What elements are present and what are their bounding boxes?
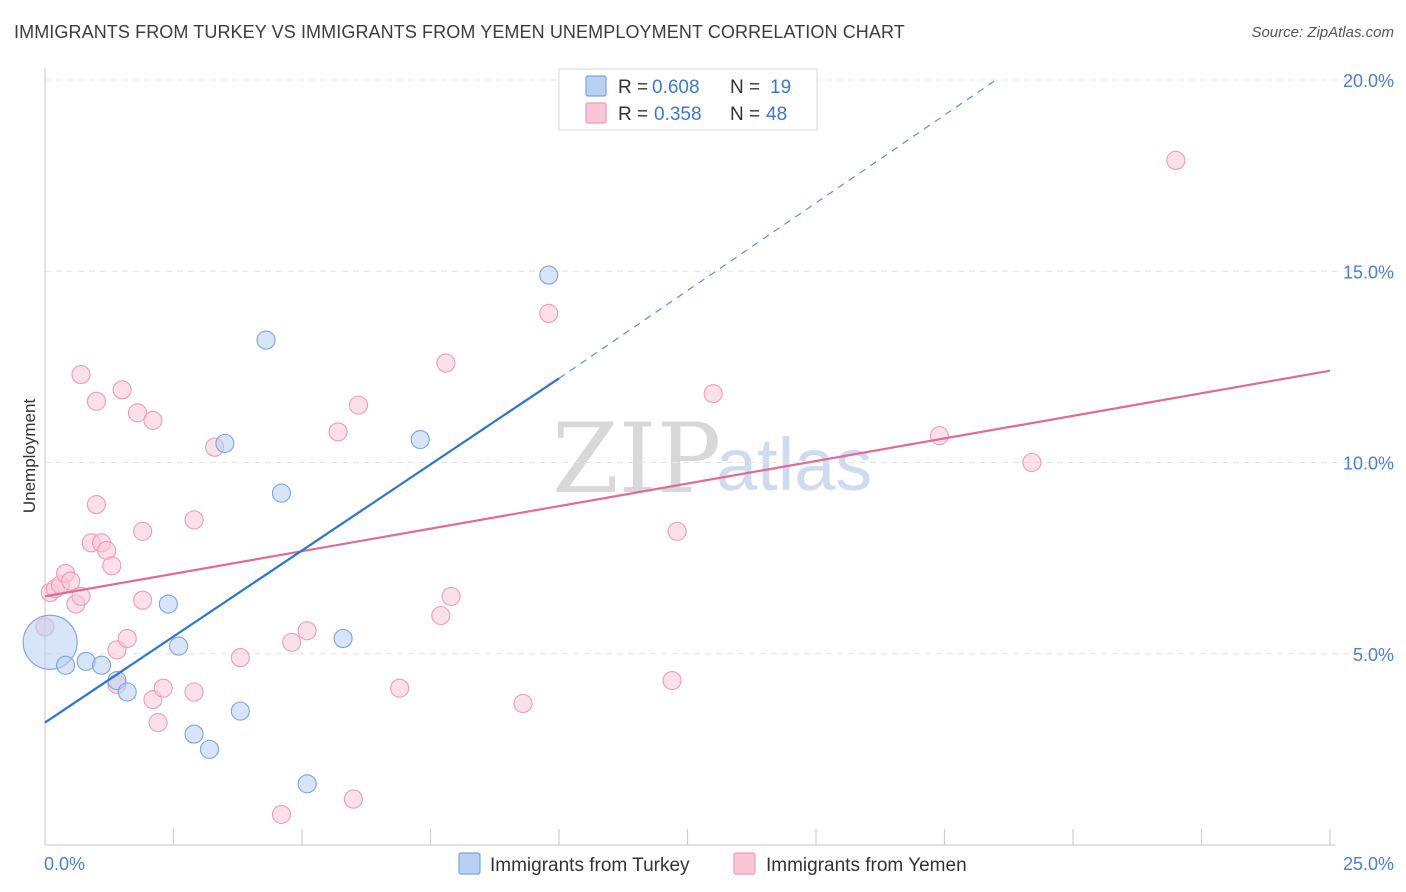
yemen-trend-line (44, 369, 1331, 598)
yemen-point-33 (328, 422, 348, 442)
yemen-point-38 (436, 353, 456, 373)
yemen-point-45 (929, 426, 949, 446)
turkey-point-17 (539, 265, 559, 285)
x-tick-label-max: 25.0% (1343, 854, 1394, 874)
legend-turkey-r-value: 0.608 (652, 77, 700, 98)
bottom-legend-yemen-label: Immigrants from Yemen (766, 855, 967, 876)
legend-turkey-n-label: N = (730, 77, 760, 98)
legend-turkey-r-label: R = (618, 77, 648, 98)
y-tick-label-10: 10.0% (1343, 454, 1394, 474)
yemen-point-41 (539, 303, 559, 323)
legend-yemen-r-label: R = (618, 104, 648, 125)
turkey-point-11 (230, 701, 250, 721)
turkey-point-9 (199, 739, 220, 759)
turkey-point-13 (271, 483, 291, 503)
turkey-trend-extension (558, 79, 997, 379)
yemen-point-24 (148, 713, 168, 733)
y-tick-label-15: 15.0% (1343, 262, 1394, 282)
yemen-point-31 (282, 632, 302, 652)
yemen-point-32 (297, 621, 317, 641)
legend-yemen-swatch (585, 102, 607, 124)
yemen-point-19 (127, 403, 148, 423)
turkey-point-15 (333, 628, 353, 649)
legend-turkey-n-value: 19 (770, 77, 791, 98)
yemen-point-20 (133, 590, 153, 610)
yemen-point-30 (271, 804, 291, 824)
yemen-point-14 (102, 556, 122, 576)
yemen-point-47 (1166, 150, 1186, 170)
yemen-point-26 (184, 682, 204, 702)
turkey-point-0 (22, 614, 78, 670)
turkey-point-1 (56, 655, 76, 675)
watermark: ZIP atlas (552, 403, 872, 515)
yemen-point-18 (117, 628, 137, 649)
yemen-point-39 (441, 586, 461, 606)
y-tick-label-20: 20.0% (1343, 71, 1394, 91)
turkey-point-6 (158, 594, 178, 614)
bottom-legend-turkey-label: Immigrants from Turkey (490, 855, 690, 876)
legend-yemen-r-value: 0.358 (654, 104, 702, 125)
yemen-point-27 (184, 510, 204, 530)
y-axis-label: Unemployment (20, 399, 39, 514)
yemen-point-34 (343, 789, 363, 809)
gridlines (45, 79, 1395, 655)
yemen-point-42 (662, 670, 682, 691)
turkey-point-8 (184, 724, 204, 744)
yemen-point-37 (431, 605, 451, 626)
bottom-legend: Immigrants from Turkey Immigrants from Y… (458, 852, 967, 876)
yemen-point-46 (1022, 452, 1042, 473)
yemen-point-40 (513, 693, 533, 714)
legend-turkey-swatch (585, 75, 607, 97)
yemen-point-25 (153, 678, 173, 698)
y-tick-label-5: 5.0% (1353, 645, 1394, 665)
bottom-legend-turkey-swatch (458, 852, 481, 875)
turkey-point-7 (169, 636, 189, 656)
yemen-point-29 (230, 648, 250, 668)
yemen-point-5 (61, 571, 81, 591)
yemen-point-35 (348, 395, 369, 415)
yemen-point-21 (133, 521, 153, 541)
yemen-point-11 (86, 391, 106, 411)
legend-yemen-n-label: N = (730, 104, 760, 125)
source-credit: Source: ZipAtlas.com (1251, 24, 1394, 41)
turkey-point-5 (117, 682, 137, 702)
turkey-points (22, 265, 559, 794)
y-tick-labels: 5.0% 10.0% 15.0% 20.0% (1343, 71, 1394, 665)
trend-lines (44, 79, 1331, 724)
x-tick-label-min: 0.0% (44, 854, 85, 874)
turkey-point-14 (297, 774, 317, 794)
yemen-point-17 (112, 380, 132, 400)
yemen-point-43 (667, 521, 687, 541)
watermark-zip: ZIP (552, 403, 721, 515)
turkey-trend-line (44, 377, 560, 724)
yemen-point-23 (143, 410, 163, 430)
bottom-legend-yemen-swatch (733, 852, 756, 875)
yemen-point-8 (71, 364, 91, 385)
turkey-point-3 (91, 655, 112, 675)
yemen-point-36 (390, 678, 410, 698)
legend-yemen-n-value: 48 (766, 104, 787, 125)
top-legend: R = 0.608 N = 19 R = 0.358 N = 48 (558, 68, 818, 131)
turkey-point-12 (256, 330, 276, 350)
yemen-point-10 (86, 495, 106, 515)
yemen-point-44 (703, 384, 723, 404)
turkey-point-10 (215, 433, 235, 453)
turkey-point-16 (410, 429, 430, 450)
x-axis-ticks (172, 829, 1331, 845)
chart-title: IMMIGRANTS FROM TURKEY VS IMMIGRANTS FRO… (14, 22, 905, 42)
